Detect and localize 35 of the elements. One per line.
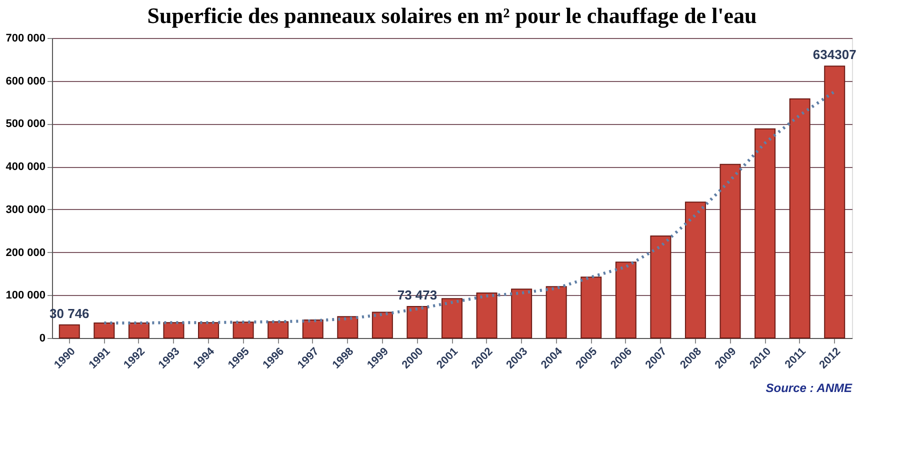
- y-tick-label: 100 000: [6, 290, 46, 302]
- y-tick-label: 200 000: [6, 246, 46, 259]
- y-tick-label: 0: [39, 332, 46, 344]
- source-note: Source : ANME: [766, 381, 853, 395]
- bar: [58, 324, 80, 338]
- bar: [754, 128, 776, 338]
- bar: [824, 66, 846, 338]
- data-label: 634307: [812, 47, 856, 62]
- bar: [684, 202, 706, 338]
- line-series: [102, 90, 836, 324]
- y-tick-label: 400 000: [6, 161, 46, 174]
- bar: [650, 236, 672, 338]
- bar: [232, 322, 254, 338]
- bar: [163, 322, 184, 338]
- bar: [337, 316, 358, 338]
- bar: [302, 320, 324, 338]
- bar: [268, 321, 289, 338]
- bar: [546, 286, 567, 338]
- bar: [720, 164, 741, 338]
- y-tick-label: 300 000: [6, 204, 46, 216]
- y-tick-label: 500 000: [6, 118, 46, 130]
- bar: [128, 322, 150, 338]
- bar: [511, 288, 532, 338]
- y-tick-label: 600 000: [6, 75, 46, 88]
- chart-title: Superficie des panneaux solaires en m² pour le chauffage de l'eau: [147, 3, 757, 28]
- y-tick-label: 700 000: [6, 32, 46, 44]
- bar: [476, 292, 498, 338]
- bar: [442, 298, 462, 338]
- bar: [615, 262, 636, 338]
- bar: [372, 312, 393, 338]
- bar: [406, 306, 428, 338]
- bar: [789, 98, 810, 338]
- bar: [198, 322, 220, 338]
- bar: [94, 322, 115, 338]
- bar: [580, 276, 602, 338]
